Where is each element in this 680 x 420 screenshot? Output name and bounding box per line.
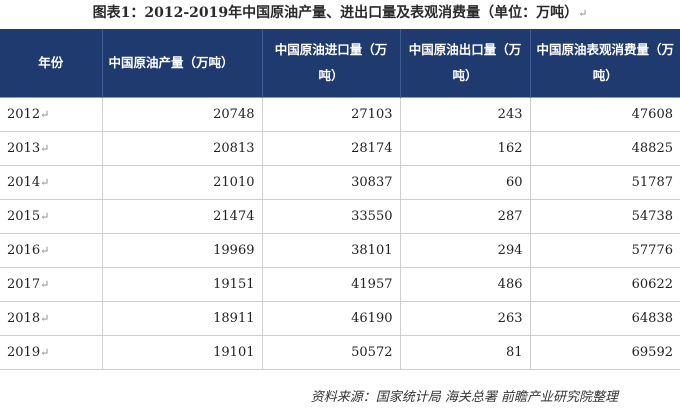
table-row: 2012↵ 20748 27103 243 47608 bbox=[0, 97, 680, 132]
cell-export: 243 bbox=[400, 97, 531, 132]
header-year: 年份 bbox=[0, 29, 103, 98]
cell-consumption: 47608 bbox=[530, 97, 680, 132]
cell-production: 18911 bbox=[102, 301, 263, 336]
cell-export: 60 bbox=[400, 165, 531, 200]
cell-import: 33550 bbox=[262, 199, 401, 234]
cell-production: 21010 bbox=[102, 165, 263, 200]
cell-import: 30837 bbox=[262, 165, 401, 200]
cell-import: 41957 bbox=[262, 267, 401, 302]
header-export: 中国原油出口量（万吨） bbox=[400, 29, 531, 98]
cell-consumption: 51787 bbox=[530, 165, 680, 200]
cell-export: 486 bbox=[400, 267, 531, 302]
table-row: 2017↵ 19151 41957 486 60622 bbox=[0, 267, 680, 302]
cell-consumption: 69592 bbox=[530, 335, 680, 370]
table-title: 图表1：2012-2019年中国原油产量、进出口量及表观消费量（单位：万吨）↵ bbox=[0, 0, 680, 26]
cell-export: 287 bbox=[400, 199, 531, 234]
table-title-text: 图表1：2012-2019年中国原油产量、进出口量及表观消费量（单位：万吨） bbox=[92, 5, 579, 21]
cell-production: 19101 bbox=[102, 335, 263, 370]
cell-import: 46190 bbox=[262, 301, 401, 336]
cell-year: 2012↵ bbox=[0, 97, 103, 132]
table-row: 2013↵ 20813 28174 162 48825 bbox=[0, 131, 680, 166]
cell-import: 38101 bbox=[262, 233, 401, 268]
cell-production: 20748 bbox=[102, 97, 263, 132]
header-import: 中国原油进口量（万吨） bbox=[262, 29, 401, 98]
cell-production: 19969 bbox=[102, 233, 263, 268]
cell-consumption: 48825 bbox=[530, 131, 680, 166]
data-table: 年份 中国原油产量（万吨） 中国原油进口量（万吨） 中国原油出口量（万吨） 中国… bbox=[0, 29, 680, 370]
header-consumption: 中国原油表观消费量（万吨） bbox=[530, 29, 680, 98]
header-production: 中国原油产量（万吨） bbox=[102, 29, 263, 98]
table-row: 2016↵ 19969 38101 294 57776 bbox=[0, 233, 680, 268]
cell-production: 19151 bbox=[102, 267, 263, 302]
cell-consumption: 64838 bbox=[530, 301, 680, 336]
cell-year: 2016↵ bbox=[0, 233, 103, 268]
cell-production: 20813 bbox=[102, 131, 263, 166]
cell-import: 27103 bbox=[262, 97, 401, 132]
table-body: 2012↵ 20748 27103 243 47608 2013↵ 20813 … bbox=[0, 97, 680, 370]
cell-export: 263 bbox=[400, 301, 531, 336]
cell-consumption: 54738 bbox=[530, 199, 680, 234]
cell-year: 2015↵ bbox=[0, 199, 103, 234]
cell-year: 2019↵ bbox=[0, 335, 103, 370]
table-row: 2015↵ 21474 33550 287 54738 bbox=[0, 199, 680, 234]
cell-year: 2018↵ bbox=[0, 301, 103, 336]
cell-export: 162 bbox=[400, 131, 531, 166]
cell-export: 294 bbox=[400, 233, 531, 268]
cell-year: 2017↵ bbox=[0, 267, 103, 302]
cell-export: 81 bbox=[400, 335, 531, 370]
paragraph-mark-icon: ↵ bbox=[578, 7, 588, 20]
cell-year: 2013↵ bbox=[0, 131, 103, 166]
table-row: 2019↵ 19101 50572 81 69592 bbox=[0, 335, 680, 370]
table-header: 年份 中国原油产量（万吨） 中国原油进口量（万吨） 中国原油出口量（万吨） 中国… bbox=[0, 29, 680, 98]
cell-consumption: 60622 bbox=[530, 267, 680, 302]
cell-consumption: 57776 bbox=[530, 233, 680, 268]
table-row: 2014↵ 21010 30837 60 51787 bbox=[0, 165, 680, 200]
table-row: 2018↵ 18911 46190 263 64838 bbox=[0, 301, 680, 336]
cell-production: 21474 bbox=[102, 199, 263, 234]
cell-import: 50572 bbox=[262, 335, 401, 370]
source-note: 资料来源：国家统计局 海关总署 前瞻产业研究院整理 bbox=[310, 390, 618, 405]
cell-year: 2014↵ bbox=[0, 165, 103, 200]
header-row: 年份 中国原油产量（万吨） 中国原油进口量（万吨） 中国原油出口量（万吨） 中国… bbox=[0, 29, 680, 98]
cell-import: 28174 bbox=[262, 131, 401, 166]
